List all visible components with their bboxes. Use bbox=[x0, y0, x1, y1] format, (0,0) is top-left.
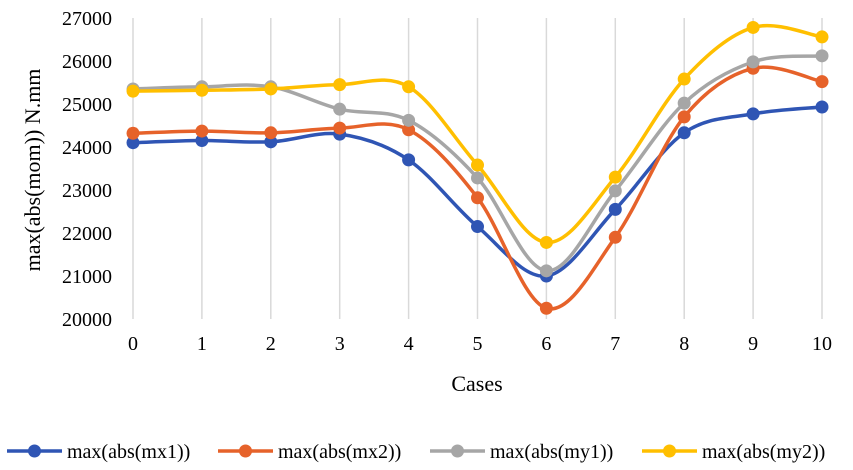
legend-label: max(abs(mx1)) bbox=[67, 441, 190, 463]
data-point bbox=[746, 20, 760, 34]
data-point bbox=[608, 202, 622, 216]
data-point bbox=[333, 78, 347, 92]
data-point bbox=[264, 82, 278, 96]
data-point bbox=[402, 80, 416, 94]
x-tick-label: 6 bbox=[541, 333, 551, 355]
x-axis-title: Cases bbox=[451, 371, 502, 396]
data-point bbox=[471, 191, 484, 205]
series-line-3 bbox=[132, 23, 823, 245]
data-point bbox=[815, 75, 829, 89]
y-tick-label: 25000 bbox=[62, 94, 112, 116]
legend-swatch-marker bbox=[451, 444, 464, 458]
y-tick-label: 21000 bbox=[62, 266, 112, 288]
series-lines bbox=[132, 23, 823, 311]
x-tick-label: 2 bbox=[266, 333, 276, 355]
data-point bbox=[333, 121, 347, 135]
data-point bbox=[539, 301, 553, 315]
y-tick-label: 22000 bbox=[62, 223, 112, 245]
x-tick-label: 9 bbox=[748, 333, 758, 355]
y-tick-label: 27000 bbox=[62, 8, 112, 30]
data-point bbox=[677, 110, 691, 124]
x-tick-label: 3 bbox=[335, 333, 345, 355]
y-tick-labels: 20000 21000 22000 23000 24000 25000 26000 27000 bbox=[62, 8, 112, 331]
data-point bbox=[264, 135, 278, 149]
x-tick-label: 5 bbox=[473, 333, 483, 355]
data-point bbox=[815, 100, 829, 114]
data-point bbox=[195, 83, 209, 97]
series-line-2 bbox=[132, 54, 823, 273]
y-tick-label: 23000 bbox=[62, 180, 112, 202]
data-point bbox=[746, 107, 760, 121]
data-point bbox=[195, 124, 209, 138]
data-point bbox=[677, 72, 691, 86]
x-tick-label: 0 bbox=[128, 333, 138, 355]
data-point bbox=[126, 136, 140, 150]
y-tick-label: 24000 bbox=[62, 137, 112, 159]
data-point bbox=[402, 153, 416, 167]
data-point bbox=[402, 113, 416, 127]
legend-swatch-marker bbox=[28, 444, 41, 458]
data-point bbox=[746, 55, 760, 69]
data-point bbox=[126, 126, 140, 140]
data-point bbox=[126, 84, 140, 98]
x-tick-label: 8 bbox=[679, 333, 689, 355]
legend-swatch-marker bbox=[663, 444, 676, 458]
data-point bbox=[539, 264, 553, 278]
data-point bbox=[195, 134, 209, 148]
series-markers bbox=[126, 20, 829, 315]
data-point bbox=[677, 96, 691, 110]
data-point bbox=[471, 171, 484, 185]
data-point bbox=[608, 184, 622, 198]
data-point bbox=[264, 126, 278, 140]
x-tick-labels: 0 1 2 3 4 5 6 7 8 9 10 bbox=[128, 333, 832, 355]
data-point bbox=[608, 170, 622, 184]
data-point bbox=[471, 158, 484, 172]
legend: max(abs(mx1)) max(abs(mx2)) max(abs(my1)) m… bbox=[7, 441, 825, 463]
legend-label: max(abs(my1)) bbox=[490, 441, 613, 463]
x-tick-label: 4 bbox=[404, 333, 414, 355]
data-point bbox=[539, 235, 553, 249]
series-line-1 bbox=[132, 65, 823, 311]
data-point bbox=[677, 126, 691, 140]
y-tick-label: 26000 bbox=[62, 51, 112, 73]
data-point bbox=[402, 123, 416, 137]
x-tick-label: 7 bbox=[610, 333, 620, 355]
x-tick-label: 10 bbox=[812, 333, 832, 355]
x-tick-label: 1 bbox=[197, 333, 207, 355]
data-point bbox=[471, 220, 484, 234]
y-tick-label: 20000 bbox=[62, 309, 112, 331]
legend-swatch-marker bbox=[239, 444, 252, 458]
legend-label: max(abs(mx2)) bbox=[278, 441, 401, 463]
legend-label: max(abs(my2)) bbox=[702, 441, 825, 463]
data-point bbox=[333, 102, 347, 116]
data-point bbox=[608, 230, 622, 244]
y-axis-title: max(abs(mom)) N.mm bbox=[20, 69, 45, 272]
data-point bbox=[815, 49, 829, 63]
series-line-0 bbox=[132, 105, 823, 278]
data-point bbox=[815, 30, 829, 44]
